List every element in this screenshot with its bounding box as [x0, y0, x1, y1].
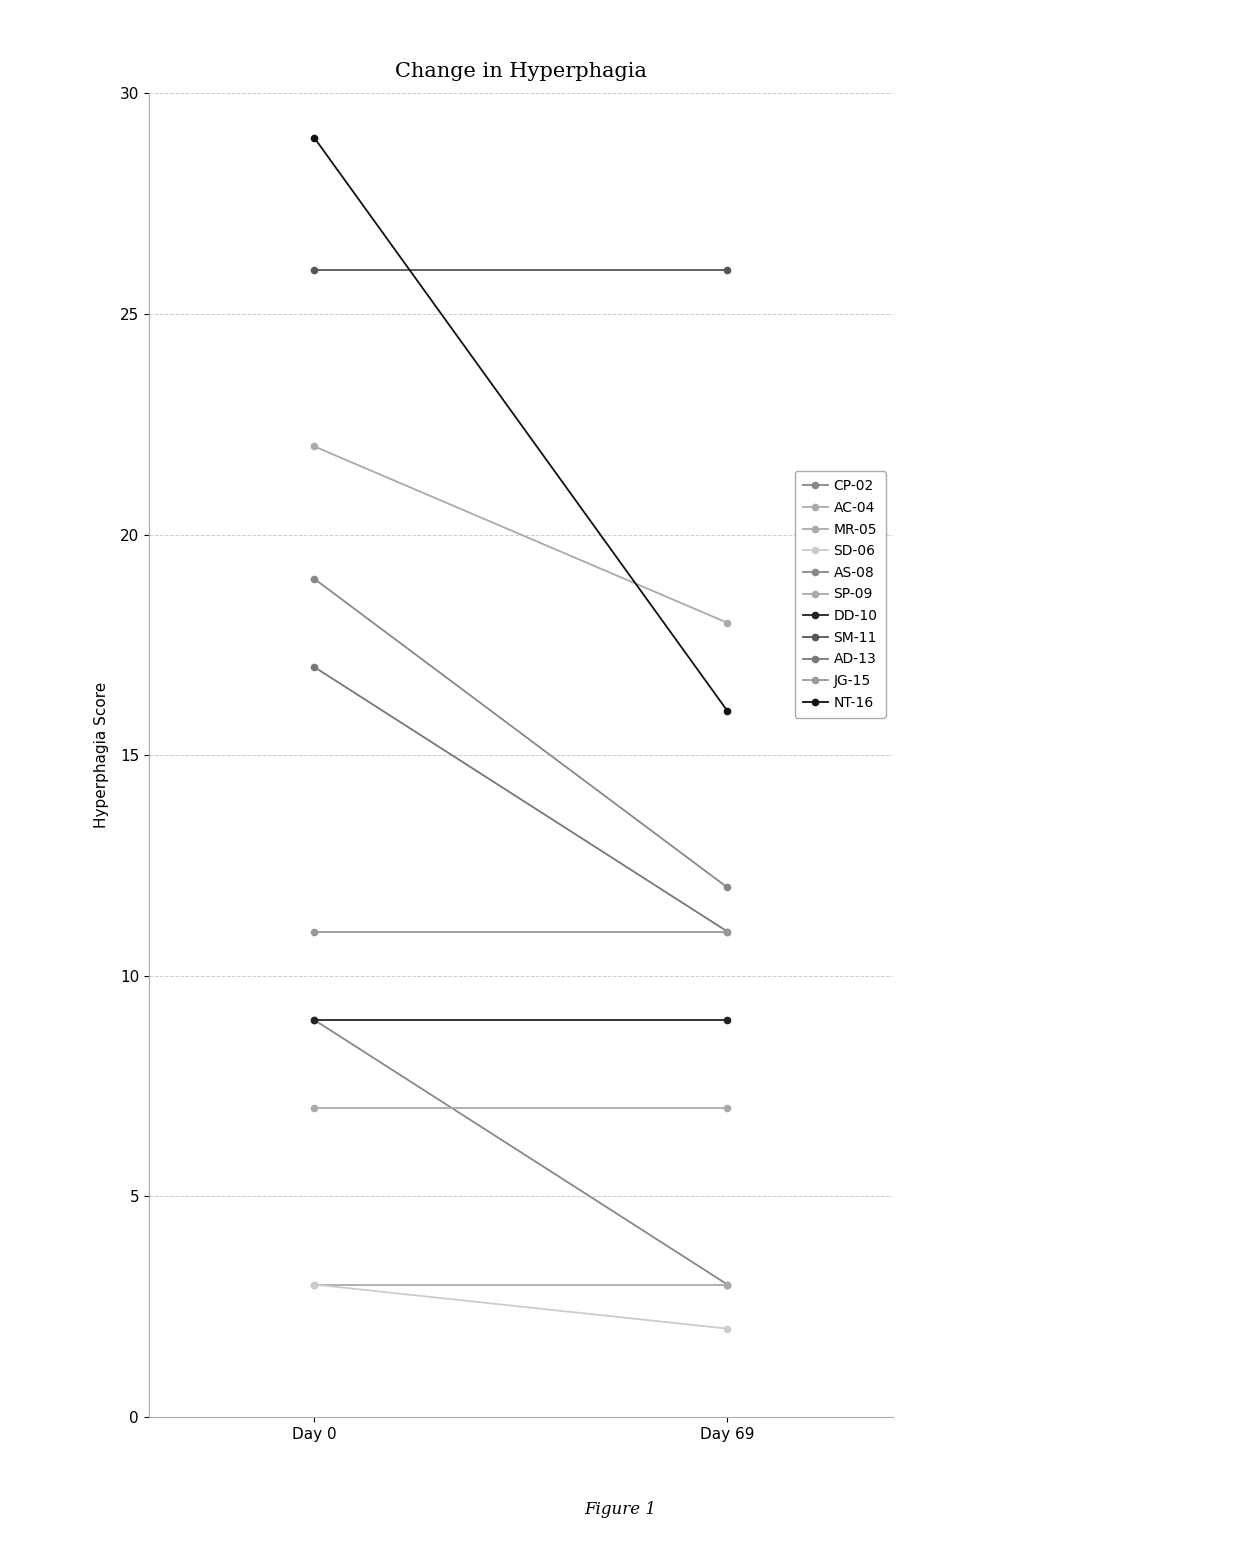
DD-10 [720, 1010, 735, 1029]
Line: SM-11: SM-11 [311, 266, 730, 272]
SD-06 [720, 1319, 735, 1337]
MR-05 [720, 613, 735, 632]
AC-04 [306, 1275, 321, 1294]
Y-axis label: Hyperphagia Score: Hyperphagia Score [93, 682, 109, 828]
Line: MR-05: MR-05 [311, 444, 730, 626]
Line: AS-08: AS-08 [311, 576, 730, 891]
MR-05 [306, 438, 321, 456]
Line: JG-15: JG-15 [311, 928, 730, 934]
SP-09 [720, 1099, 735, 1118]
JG-15 [720, 922, 735, 940]
SD-06 [306, 1275, 321, 1294]
DD-10 [306, 1010, 321, 1029]
CP-02 [720, 1275, 735, 1294]
Line: SD-06: SD-06 [311, 1281, 730, 1331]
AD-13 [720, 922, 735, 940]
AD-13 [306, 657, 321, 676]
Title: Change in Hyperphagia: Change in Hyperphagia [394, 62, 647, 81]
NT-16 [306, 128, 321, 146]
SM-11 [720, 260, 735, 279]
NT-16 [720, 702, 735, 721]
Line: AC-04: AC-04 [311, 1281, 730, 1288]
Line: AD-13: AD-13 [311, 663, 730, 934]
AS-08 [720, 878, 735, 897]
Line: DD-10: DD-10 [311, 1017, 730, 1023]
AC-04 [720, 1275, 735, 1294]
Text: Figure 1: Figure 1 [584, 1501, 656, 1518]
JG-15 [306, 922, 321, 940]
CP-02 [306, 1010, 321, 1029]
Line: NT-16: NT-16 [311, 134, 730, 715]
Line: CP-02: CP-02 [311, 1017, 730, 1288]
SP-09 [306, 1099, 321, 1118]
Legend: CP-02, AC-04, MR-05, SD-06, AS-08, SP-09, DD-10, SM-11, AD-13, JG-15, NT-16: CP-02, AC-04, MR-05, SD-06, AS-08, SP-09… [795, 470, 885, 718]
AS-08 [306, 570, 321, 589]
SM-11 [306, 260, 321, 279]
Line: SP-09: SP-09 [311, 1105, 730, 1112]
